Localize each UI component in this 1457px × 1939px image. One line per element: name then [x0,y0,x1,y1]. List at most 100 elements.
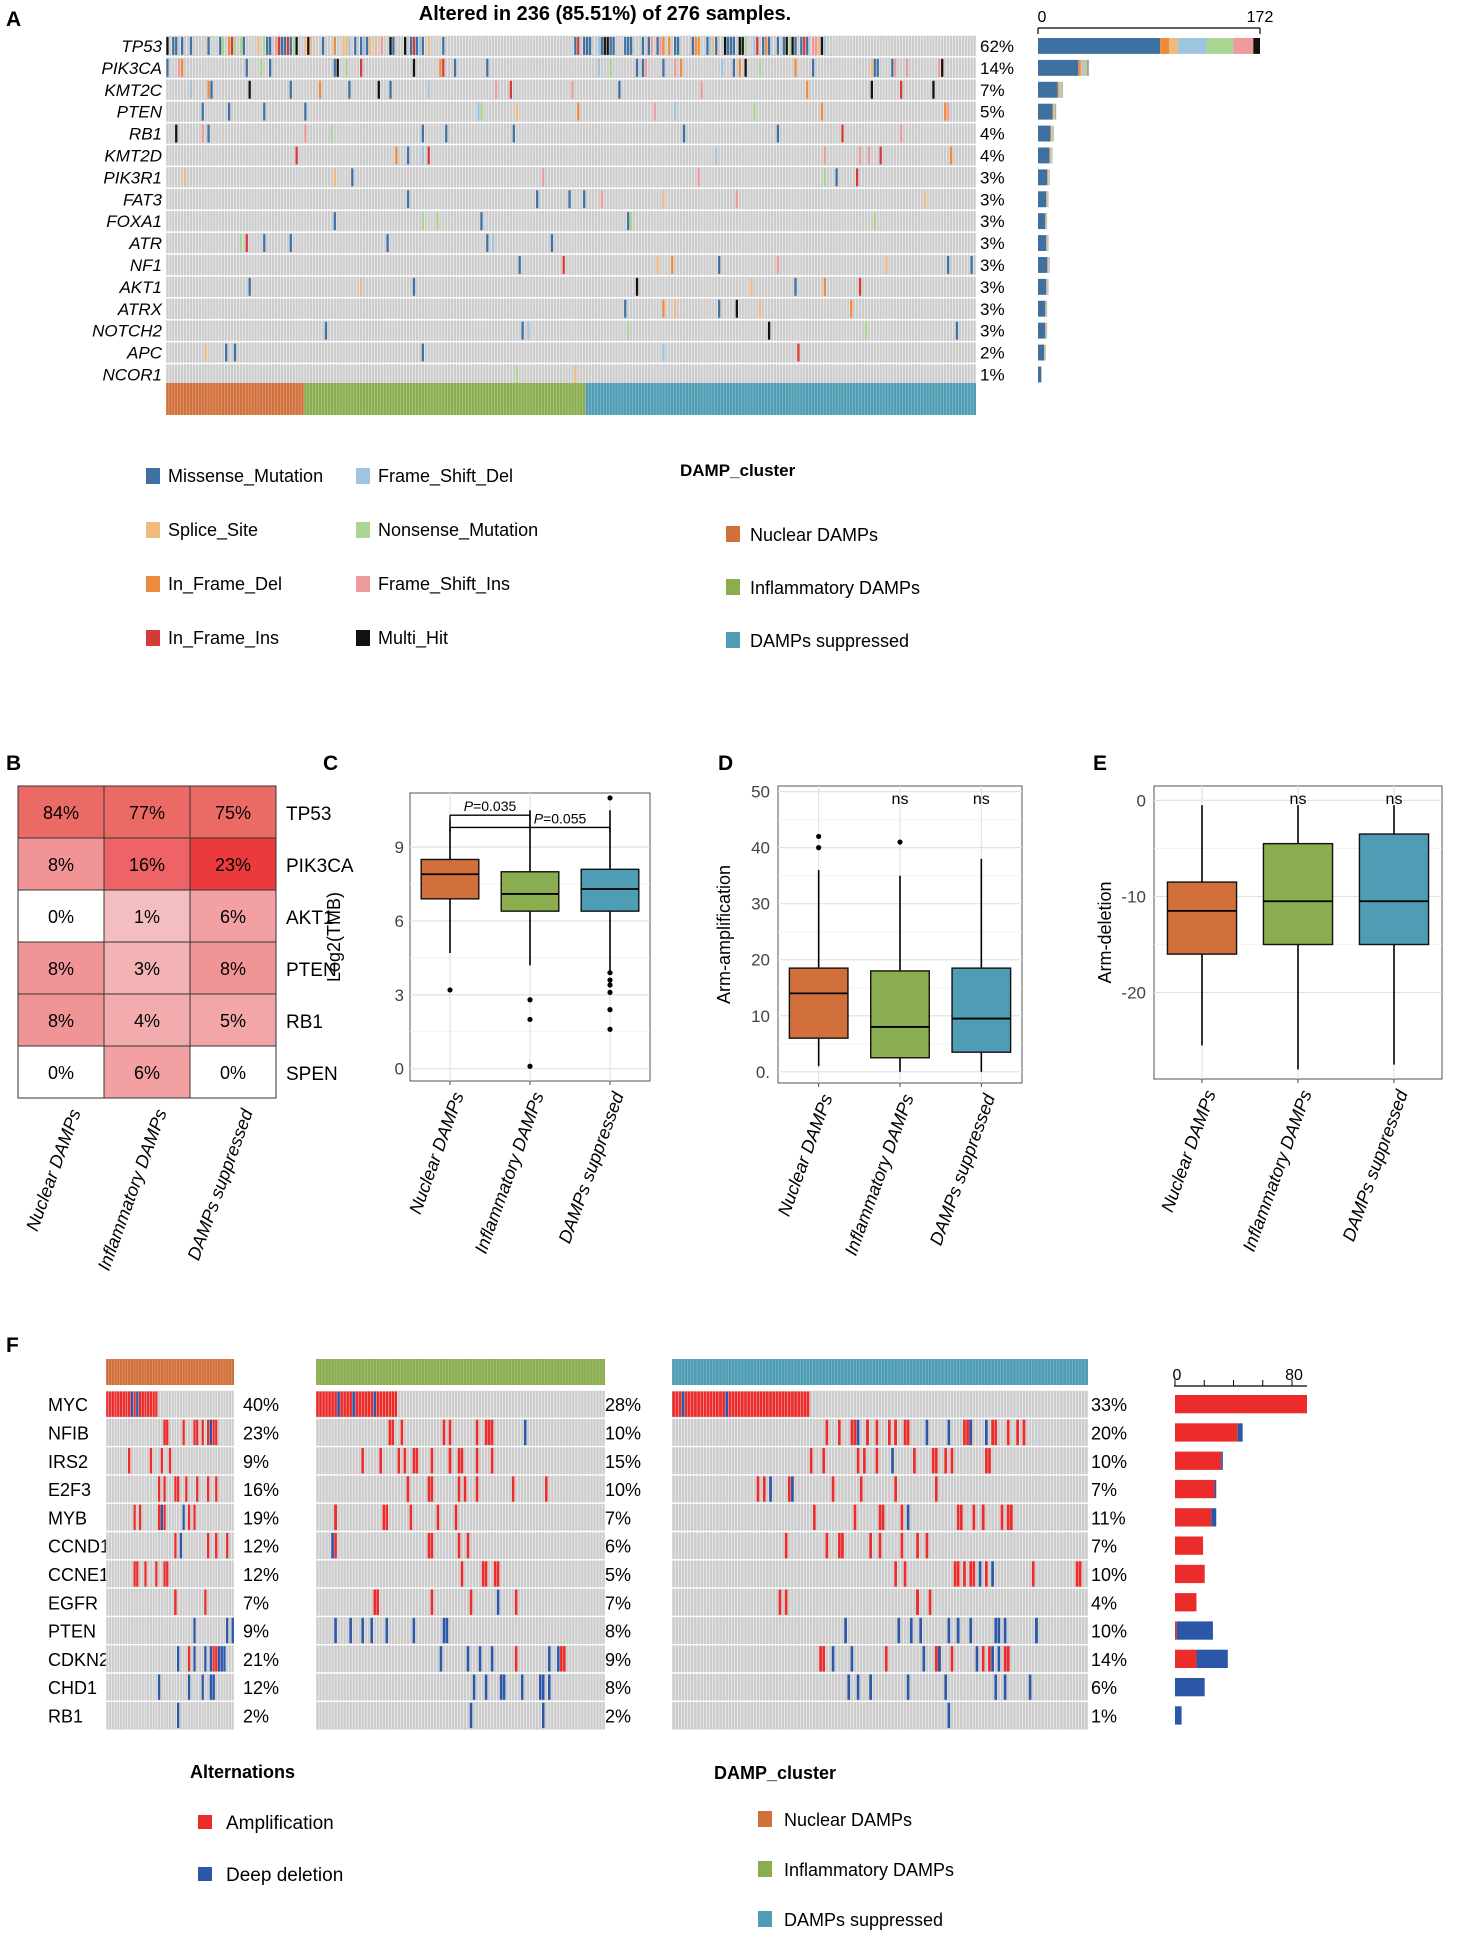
cna-cell [376,1391,380,1417]
cna-cell [490,1448,494,1474]
y-tick-label: -20 [1121,984,1146,1003]
cna-cell [781,1391,785,1417]
cna-cell [412,1617,416,1644]
legend-swatch-frame_shift_del [356,468,370,484]
count-bar-segment [1038,169,1048,186]
cna-cell [548,1674,551,1700]
mutation-cell [641,37,645,55]
x-tick-label: Inflammatory DAMPs [471,1090,548,1257]
box-2 [580,868,640,912]
count-bar-segment [1060,81,1062,98]
cna-bar-amplification [1175,1536,1204,1555]
cna-cell [442,1419,446,1446]
cna-bar-deletion [1211,1508,1217,1527]
cna-cell [155,1391,158,1417]
mutation-cell [345,37,348,55]
cna-cell [493,1561,497,1587]
mutation-cell [738,37,741,55]
box-0 [788,967,849,1039]
cna-cell [712,1391,716,1417]
legend-label: In_Frame_Del [168,574,282,595]
cna-cell [991,1419,994,1446]
cna-cell [672,1391,675,1417]
mutation-cell [175,124,178,143]
oncoplot-count-bars: 0 172 [1037,9,1273,383]
mutation-cell [762,37,765,55]
cna-cell [997,1646,1001,1672]
mutation-cell [280,37,284,55]
mutation-cell [257,37,260,55]
cna-cell [894,1561,898,1587]
cna-percent-label: 7% [1091,1537,1117,1557]
legend-label: Nuclear DAMPs [750,525,878,545]
mutation-cell [850,299,853,318]
mutation-cell [304,124,307,143]
mutation-cell [656,37,659,55]
cna-cell [499,1674,503,1700]
cna-cell [490,1646,494,1672]
cna-cell [975,1646,979,1672]
mutation-cell [304,37,307,55]
mutation-cell [480,212,483,231]
cna-cell [950,1646,954,1672]
cna-cell [466,1533,470,1559]
cna-cluster-bar-suppressed [672,1359,1088,1385]
cna-cell [772,1391,776,1417]
cna-cell [938,1646,941,1672]
cna-cell [931,1448,935,1474]
cna-cell [934,1646,938,1672]
heatmap-cell [103,889,191,943]
mutation-cell [286,37,289,55]
mutation-cell [324,321,328,340]
mutation-cell [938,58,941,77]
legend-swatch-inflammatory [758,1861,772,1877]
mutation-cell [767,37,771,55]
cna-cell [430,1448,434,1474]
mutation-cell [970,256,973,274]
count-bar-segment [1177,38,1207,54]
count-bar-segment [1047,169,1048,186]
mutation-cell [201,102,204,121]
mutation-cell [333,58,336,77]
cna-cell [349,1617,352,1644]
panel-label-d: D [718,752,733,775]
cna-cell [837,1419,841,1446]
cna-percent-label: 19% [243,1508,279,1528]
cna-cell [809,1448,813,1474]
cna-cell [475,1448,479,1474]
mutation-cell [603,37,606,55]
mutation-cell [210,80,213,99]
heatmap-cell-label: 8% [48,959,74,979]
cna-gene-label: MYC [48,1395,88,1415]
cna-cell [791,1391,794,1417]
box-outlier [527,1063,533,1069]
mutation-cell [858,146,862,165]
cna-percent-label: 8% [605,1622,631,1642]
mutation-cell [612,37,615,55]
cna-cell [187,1674,191,1700]
cna-cell [448,1448,452,1474]
cna-cell [127,1391,131,1417]
mutation-cell [436,212,439,231]
mutation-cell [858,277,862,296]
mutation-cell [946,102,950,121]
y-tick-label: 6 [395,912,404,931]
mutation-cell [744,58,747,77]
mutation-cell [756,37,759,55]
cna-cell [681,1391,685,1417]
cna-cell [722,1391,725,1417]
cna-cell [994,1674,998,1700]
cna-cell [1022,1419,1026,1446]
cna-bar-amplification [1175,1593,1197,1612]
cna-cell [806,1391,810,1417]
cna-cell [903,1419,907,1446]
cna-cell [856,1448,860,1474]
legend-swatch-suppressed [726,632,740,648]
count-bar-segment [1050,125,1052,142]
mutation-cell [835,168,838,187]
legend-swatch-nonsense [356,522,370,538]
cna-cell [1078,1561,1082,1587]
box-1 [870,970,930,1059]
mutation-cell [219,37,222,55]
cna-cell [944,1448,948,1474]
